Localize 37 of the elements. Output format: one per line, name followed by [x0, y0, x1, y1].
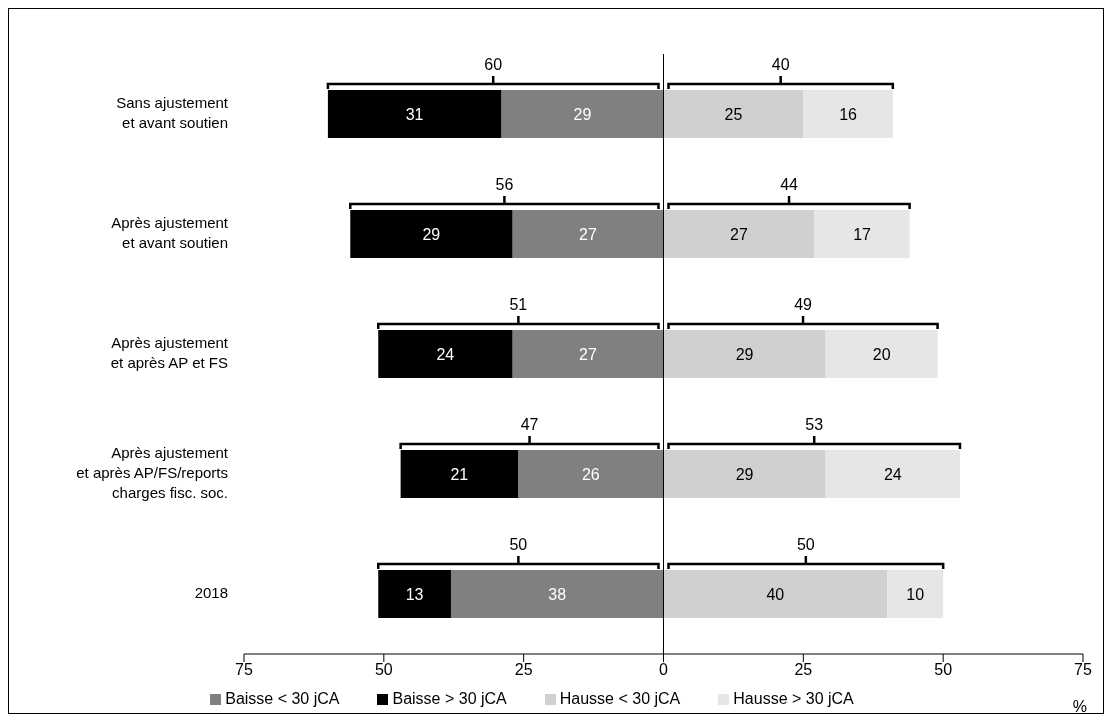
data-label: 29 — [573, 105, 592, 123]
data-label: 20 — [872, 345, 891, 363]
data-label: 25 — [724, 105, 743, 123]
legend-label: Hausse > 30 jCA — [733, 690, 854, 707]
x-tick-label: 25 — [514, 661, 533, 679]
x-axis-title: % — [1072, 698, 1087, 715]
y-tick-label: Après ajustement et après AP/FS/reports charges fisc. soc. — [76, 443, 229, 501]
data-label: 31 — [405, 105, 424, 123]
x-tick-label: 75 — [1074, 661, 1092, 679]
x-tick-label: 0 — [659, 661, 669, 679]
y-tick-label: Sans ajustement et avant soutien — [116, 93, 229, 131]
x-tick-label: 25 — [794, 661, 813, 679]
legend-label: Hausse < 30 jCA — [559, 690, 681, 707]
x-tick-label: 50 — [934, 661, 953, 679]
data-label: 17 — [853, 225, 872, 243]
data-label: 26 — [581, 465, 600, 483]
data-label: 24 — [436, 345, 455, 363]
data-label: 10 — [906, 585, 925, 603]
x-tick-label: 75 — [235, 661, 253, 679]
data-label: 40 — [766, 585, 785, 603]
data-label: 27 — [579, 225, 597, 243]
data-label: 38 — [548, 585, 567, 603]
data-label: 27 — [730, 225, 749, 243]
data-label: 29 — [735, 465, 754, 483]
data-label: 24 — [883, 465, 902, 483]
data-label: 21 — [450, 465, 469, 483]
y-tick-label: 2018 — [194, 583, 228, 601]
data-label: 29 — [422, 225, 441, 243]
data-label: 27 — [579, 345, 597, 363]
data-label: 16 — [839, 105, 858, 123]
data-label: 13 — [405, 585, 424, 603]
legend-label: Baisse > 30 jCA — [392, 690, 507, 707]
legend-label: Baisse < 30 jCA — [225, 690, 340, 707]
data-label: 29 — [735, 345, 754, 363]
y-tick-label: Après ajustement et avant soutien — [111, 213, 229, 251]
x-tick-label: 50 — [374, 661, 393, 679]
y-tick-label: Après ajustement et après AP et FS — [110, 333, 229, 371]
